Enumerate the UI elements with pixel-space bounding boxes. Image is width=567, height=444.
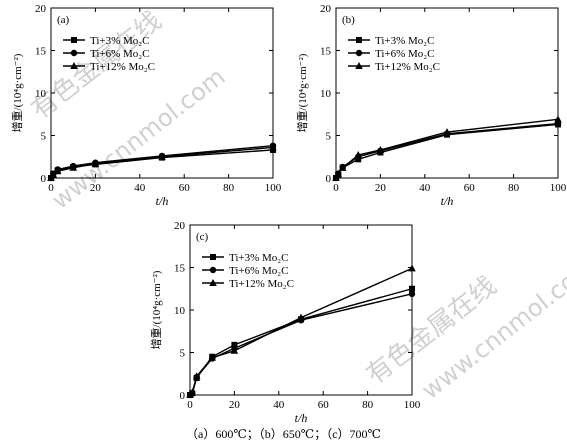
data-point-2 (334, 169, 343, 177)
y-tick-label: 20 (174, 220, 186, 232)
x-tick-label: 0 (333, 182, 339, 194)
y-tick-label: 5 (326, 131, 332, 143)
legend-label: Ti+12% Mo₂C (375, 61, 440, 73)
x-tick-label: 100 (550, 182, 567, 194)
x-tick-label: 20 (375, 182, 387, 194)
chart-panel-0: 0 20 40 60 80 100 0 5 10 15 20 t/h 增重/(10⁴g·cm⁻²) (a)… (10, 3, 282, 208)
legend-label: Ti+12% Mo₂C (229, 278, 294, 290)
figure-caption: （a）600℃；（b）650℃；（c）700℃ (186, 427, 381, 441)
y-tick-label: 10 (320, 88, 332, 100)
data-point-2 (408, 264, 416, 272)
x-tick-label: 40 (134, 182, 146, 194)
data-point-2 (297, 313, 305, 321)
legend-marker-0 (356, 37, 362, 43)
x-tick-label: 0 (187, 399, 193, 411)
legend-label: Ti+6% Mo₂C (229, 265, 288, 277)
y-tick-label: 0 (41, 173, 47, 185)
data-point-2 (332, 174, 340, 181)
data-point-1 (408, 290, 416, 298)
legend-marker-1 (355, 49, 363, 57)
y-tick-label: 0 (180, 390, 186, 402)
legend-marker-2 (70, 62, 78, 69)
x-axis-label: t/h (156, 194, 169, 208)
y-tick-label: 20 (35, 3, 47, 15)
x-tick-label: 100 (265, 182, 282, 194)
x-tick-label: 60 (179, 182, 191, 194)
panel-label: (a) (57, 14, 70, 26)
data-point-2 (53, 167, 62, 175)
legend-marker-2 (355, 62, 363, 69)
x-tick-label: 80 (223, 182, 235, 194)
data-point-2 (554, 115, 562, 123)
y-tick-label: 15 (320, 46, 332, 58)
y-tick-label: 10 (35, 88, 47, 100)
data-point-2 (49, 170, 58, 178)
legend-label: Ti+6% Mo₂C (90, 48, 149, 60)
legend-label: Ti+3% Mo₂C (90, 35, 149, 47)
legend-label: Ti+6% Mo₂C (375, 48, 434, 60)
y-tick-label: 15 (174, 263, 186, 275)
data-point-2 (376, 145, 385, 153)
x-tick-label: 20 (229, 399, 241, 411)
y-tick-label: 10 (174, 305, 186, 317)
data-point-2 (230, 346, 239, 354)
data-point-2 (188, 388, 197, 396)
y-axis-label: 增重/(10⁴g·cm⁻²) (149, 270, 163, 349)
data-point-0 (231, 341, 238, 348)
x-tick-label: 20 (90, 182, 102, 194)
y-tick-label: 15 (35, 46, 47, 58)
legend-marker-0 (71, 37, 77, 43)
data-point-2 (69, 163, 77, 171)
data-point-0 (409, 285, 415, 292)
x-axis-label: t/h (295, 411, 308, 425)
data-point-2 (208, 353, 216, 361)
data-point-2 (192, 372, 201, 380)
panel-label: (c) (196, 231, 209, 243)
y-tick-label: 5 (180, 348, 186, 360)
x-tick-label: 60 (464, 182, 476, 194)
x-tick-label: 0 (48, 182, 54, 194)
data-point-2 (91, 159, 100, 167)
data-point-2 (269, 143, 277, 151)
legend-marker-1 (70, 49, 78, 57)
legend-marker-0 (210, 254, 216, 260)
data-point-2 (158, 152, 166, 160)
y-tick-label: 0 (326, 173, 332, 185)
x-tick-label: 40 (419, 182, 431, 194)
x-tick-label: 60 (318, 399, 330, 411)
data-point-2 (443, 128, 451, 136)
charts-layer: 0 20 40 60 80 10005101520t/h增重/(10⁴g·cm⁻²)(a)… (10, 3, 567, 425)
x-tick-label: 100 (404, 399, 421, 411)
legend-label: Ti+3% Mo₂C (375, 35, 434, 47)
x-axis-label: t/h (441, 194, 454, 208)
data-point-2 (354, 151, 362, 159)
chart-panel-1: 0 20 40 60 80 100 0 5 10 15 20 t/h 增重/(10⁴g·cm⁻²) (b)… (295, 3, 567, 208)
chart-panel-2: 0 20 40 60 80 100 0 5 10 15 20 t/h 增重/(10⁴g·cm⁻²) (c)… (149, 220, 421, 425)
x-tick-label: 80 (508, 182, 520, 194)
y-axis-label: 增重/(10⁴g·cm⁻²) (10, 53, 24, 132)
legend-marker-2 (209, 279, 217, 286)
legend-marker-1 (209, 266, 217, 274)
x-tick-label: 80 (362, 399, 374, 411)
data-point-2 (338, 163, 347, 171)
x-tick-label: 40 (273, 399, 285, 411)
legend-label: Ti+12% Mo₂C (90, 61, 155, 73)
panel-label: (b) (342, 14, 355, 26)
y-tick-label: 20 (320, 3, 332, 15)
y-tick-label: 5 (41, 131, 47, 143)
legend-label: Ti+3% Mo₂C (229, 252, 288, 264)
y-axis-label: 增重/(10⁴g·cm⁻²) (295, 53, 309, 132)
